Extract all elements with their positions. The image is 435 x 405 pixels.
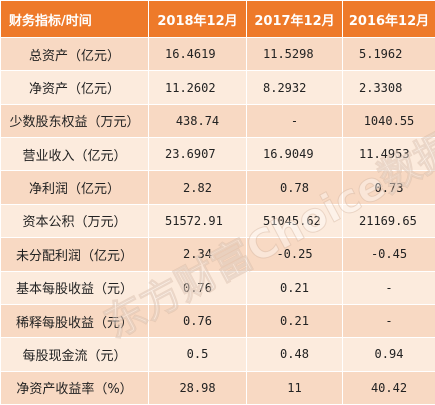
table-header-row: 财务指标/时间 2018年12月 2017年12月 2016年12月: [0, 0, 435, 38]
row-label: 净利润（亿元）: [0, 170, 149, 205]
cell-2018: 28.98: [148, 370, 247, 405]
cell-2017: 0.48: [246, 337, 343, 372]
cell-2017: 0.78: [246, 170, 343, 205]
table-row: 少数股东权益（万元） 438.74 - 1040.55: [0, 103, 435, 139]
header-indicator-time: 财务指标/时间: [0, 0, 149, 38]
cell-2017: 0.21: [246, 303, 343, 339]
cell-2016: 11.4953: [342, 137, 435, 172]
cell-2017: -0.25: [246, 237, 343, 272]
cell-2016: 0.94: [342, 337, 435, 372]
cell-2016: 21169.65: [342, 203, 435, 239]
cell-2017: 51045.62: [246, 203, 343, 239]
table-row: 净利润（亿元） 2.82 0.78 0.73: [0, 170, 435, 205]
cell-2017: 16.9049: [246, 137, 343, 172]
cell-2016: -: [342, 303, 435, 339]
cell-2018: 11.2602: [148, 70, 247, 105]
cell-2016: 5.1962: [342, 36, 435, 72]
table-row: 净资产（亿元） 11.2602 8.2932 2.3308: [0, 70, 435, 105]
cell-2017: 8.2932: [246, 70, 343, 105]
header-2017-dec: 2017年12月: [246, 0, 343, 38]
table-row: 稀释每股收益（元） 0.76 0.21 -: [0, 303, 435, 339]
header-2018-dec: 2018年12月: [148, 0, 247, 38]
row-label: 净资产（亿元）: [0, 70, 149, 105]
table-row: 营业收入（亿元） 23.6907 16.9049 11.4953: [0, 137, 435, 172]
cell-2018: 16.4619: [148, 36, 247, 72]
table-row: 净资产收益率（%） 28.98 11 40.42: [0, 370, 435, 405]
cell-2017: 0.21: [246, 270, 343, 305]
cell-2016: -0.45: [342, 237, 435, 272]
row-label: 营业收入（亿元）: [0, 137, 149, 172]
cell-2016: 1040.55: [342, 103, 435, 139]
cell-2018: 438.74: [148, 103, 247, 139]
row-label: 净资产收益率（%）: [0, 370, 149, 405]
table-row: 资本公积（万元） 51572.91 51045.62 21169.65: [0, 203, 435, 239]
cell-2018: 2.34: [148, 237, 247, 272]
cell-2016: 40.42: [342, 370, 435, 405]
cell-2018: 0.5: [148, 337, 247, 372]
cell-2018: 0.76: [148, 270, 247, 305]
cell-2016: 2.3308: [342, 70, 435, 105]
cell-2016: 0.73: [342, 170, 435, 205]
header-2016-dec: 2016年12月: [342, 0, 435, 38]
cell-2017: -: [246, 103, 343, 139]
cell-2018: 51572.91: [148, 203, 247, 239]
row-label: 资本公积（万元）: [0, 203, 149, 239]
cell-2018: 0.76: [148, 303, 247, 339]
table-row: 总资产（亿元） 16.4619 11.5298 5.1962: [0, 36, 435, 72]
table-row: 未分配利润（亿元） 2.34 -0.25 -0.45: [0, 237, 435, 272]
cell-2018: 2.82: [148, 170, 247, 205]
row-label: 每股现金流（元）: [0, 337, 149, 372]
cell-2016: -: [342, 270, 435, 305]
cell-2017: 11: [246, 370, 343, 405]
table-row: 每股现金流（元） 0.5 0.48 0.94: [0, 337, 435, 372]
row-label: 总资产（亿元）: [0, 36, 149, 72]
row-label: 少数股东权益（万元）: [0, 103, 149, 139]
row-label: 稀释每股收益（元）: [0, 303, 149, 339]
table-row: 基本每股收益（元） 0.76 0.21 -: [0, 270, 435, 305]
cell-2018: 23.6907: [148, 137, 247, 172]
row-label: 未分配利润（亿元）: [0, 237, 149, 272]
cell-2017: 11.5298: [246, 36, 343, 72]
row-label: 基本每股收益（元）: [0, 270, 149, 305]
